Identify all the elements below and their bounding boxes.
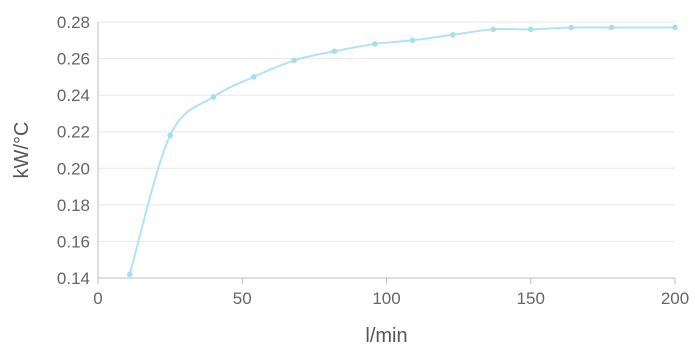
data-point [372, 41, 378, 47]
y-tick-label: 0.20 [57, 159, 90, 178]
y-axis-title: kW/°C [11, 122, 33, 179]
data-point [568, 24, 574, 31]
data-point [167, 132, 173, 139]
series-plot [126, 24, 678, 278]
y-tick-label: 0.26 [57, 50, 90, 69]
y-tick-label: 0.28 [57, 13, 90, 32]
x-tick-label: 0 [93, 289, 102, 308]
y-tick-label: 0.16 [57, 232, 90, 251]
data-point [210, 94, 217, 100]
grid-lines [98, 21, 675, 242]
tick-labels: 0.14 0.16 0.18 0.20 0.22 0.24 0.26 0.28 0 50 100 15… [57, 13, 689, 308]
data-point [527, 26, 534, 33]
y-tick-label: 0.14 [57, 269, 90, 288]
x-tick-label: 150 [517, 289, 545, 308]
x-tick-label: 200 [661, 289, 689, 308]
data-point [409, 37, 416, 44]
axes [97, 22, 676, 284]
y-tick-label: 0.22 [57, 123, 90, 142]
x-tick-label: 50 [233, 289, 252, 308]
x-tick-label: 100 [372, 289, 400, 308]
data-point [672, 24, 678, 31]
y-tick-label: 0.24 [57, 86, 90, 105]
data-point [450, 32, 456, 38]
data-point [490, 26, 497, 33]
data-point [608, 24, 615, 31]
data-point [126, 271, 133, 278]
data-point [291, 57, 297, 64]
y-tick-label: 0.18 [57, 196, 90, 215]
data-point [331, 48, 338, 55]
series-line [128, 26, 675, 275]
x-axis-title: l/min [365, 325, 407, 347]
data-point [250, 74, 257, 80]
